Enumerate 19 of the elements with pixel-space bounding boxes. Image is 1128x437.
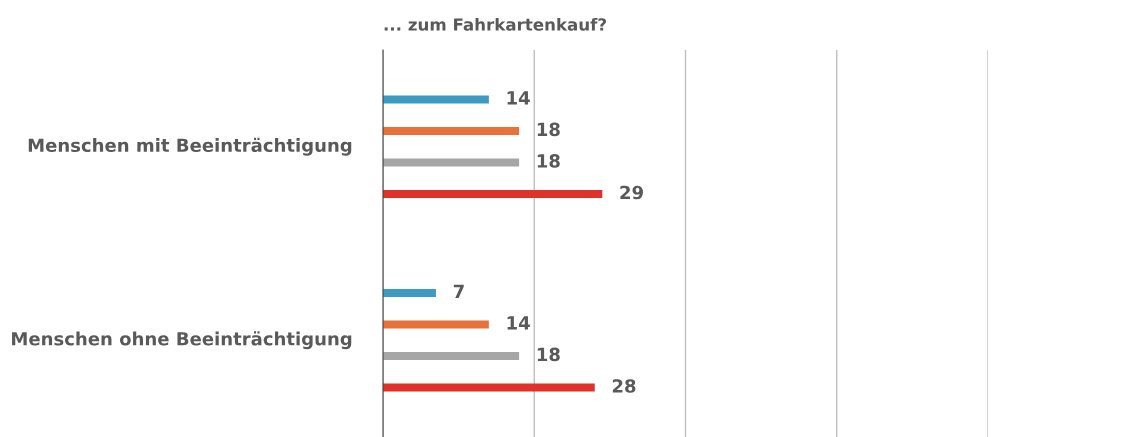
bar bbox=[383, 190, 603, 199]
data-label: 18 bbox=[537, 347, 560, 362]
y-tick-label: Menschen mit Beeinträchtigung bbox=[28, 137, 352, 156]
data-label: 18 bbox=[537, 122, 560, 137]
data-label: 7 bbox=[453, 284, 464, 298]
y-tick-label: Menschen ohne Beeinträchtigung bbox=[12, 331, 352, 350]
data-label: 29 bbox=[620, 185, 643, 200]
bar bbox=[383, 351, 520, 361]
data-label: 18 bbox=[537, 154, 560, 168]
data-label: 14 bbox=[507, 91, 530, 105]
bar bbox=[383, 95, 489, 104]
bar bbox=[383, 320, 489, 329]
bar bbox=[383, 383, 595, 392]
chart-title: ... zum Fahrkartenkauf? bbox=[384, 17, 606, 31]
bar bbox=[383, 288, 436, 297]
data-label: 28 bbox=[612, 379, 636, 393]
bar bbox=[383, 158, 520, 167]
data-label: 14 bbox=[507, 316, 530, 330]
bar bbox=[383, 126, 520, 136]
